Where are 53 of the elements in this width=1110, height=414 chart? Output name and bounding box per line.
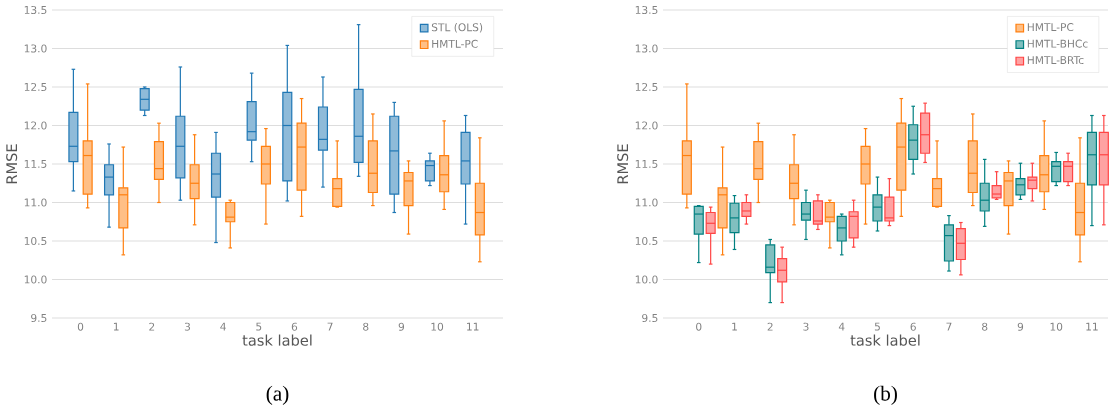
y-tick-label: 12.0 <box>24 121 47 130</box>
y-axis-title: RMSE <box>6 144 18 184</box>
legend-label: HMTL-BHCc <box>1027 39 1088 48</box>
x-tick-label: 5 <box>874 322 880 331</box>
y-tick-label: 12.5 <box>635 82 658 92</box>
x-tick-label: 7 <box>327 322 333 331</box>
x-tick-label: 0 <box>77 322 84 331</box>
x-tick-label: 10 <box>1050 322 1063 331</box>
y-tick-label: 12.5 <box>24 82 47 92</box>
x-tick-label: 10 <box>431 322 444 331</box>
x-tick-label: 4 <box>838 322 845 331</box>
x-tick-label: 9 <box>398 322 405 331</box>
text: (b) <box>874 385 897 405</box>
x-tick-label: 2 <box>149 322 155 331</box>
y-tick-label: 9.5 <box>642 313 658 323</box>
x-tick-label: 1 <box>732 322 737 331</box>
x-tick-label: 3 <box>803 322 809 331</box>
y-tick-label: 10.5 <box>635 236 658 246</box>
x-tick-label: 3 <box>184 322 191 331</box>
legend-label: HMTL-PC <box>1027 23 1074 32</box>
y-tick-label: 11.0 <box>635 198 658 207</box>
y-tick-label: 11.5 <box>24 160 47 168</box>
legend-label: STL (OLS) <box>431 23 483 33</box>
x-tick-label: 8 <box>982 322 988 331</box>
x-tick-label: 6 <box>910 322 916 331</box>
y-tick-label: 10.0 <box>24 275 47 284</box>
x-tick-label: 9 <box>1017 322 1024 331</box>
x-axis-title: task label <box>242 334 312 346</box>
y-tick-label: 13.0 <box>635 44 658 53</box>
y-tick-label: 13.5 <box>635 5 658 15</box>
y-tick-label: 11.5 <box>635 160 658 168</box>
y-tick-label: 10.0 <box>635 275 658 284</box>
x-tick-label: 8 <box>363 322 369 331</box>
y-tick-label: 12.0 <box>635 121 658 130</box>
y-tick-label: 13.0 <box>24 44 47 53</box>
legend-label: HMTL-BRTc <box>1027 56 1084 65</box>
x-axis-title: task label <box>850 334 920 346</box>
x-tick-label: 4 <box>220 322 226 331</box>
y-tick-label: 13.5 <box>24 5 47 15</box>
y-tick-label: 11.0 <box>24 198 47 207</box>
legend-label: HMTL-PC <box>432 39 478 48</box>
x-tick-label: 11 <box>467 322 479 331</box>
x-tick-label: 6 <box>291 322 298 331</box>
x-tick-label: 11 <box>1086 322 1098 331</box>
y-axis-title: RMSE <box>617 144 629 184</box>
x-tick-label: 7 <box>946 322 952 331</box>
x-tick-label: 1 <box>113 322 119 331</box>
x-tick-label: 0 <box>696 322 702 331</box>
x-tick-label: 2 <box>767 322 773 331</box>
y-tick-label: 10.5 <box>24 236 47 246</box>
text: (a) <box>266 385 289 405</box>
y-tick-label: 9.5 <box>31 313 47 323</box>
x-tick-label: 5 <box>256 322 262 331</box>
